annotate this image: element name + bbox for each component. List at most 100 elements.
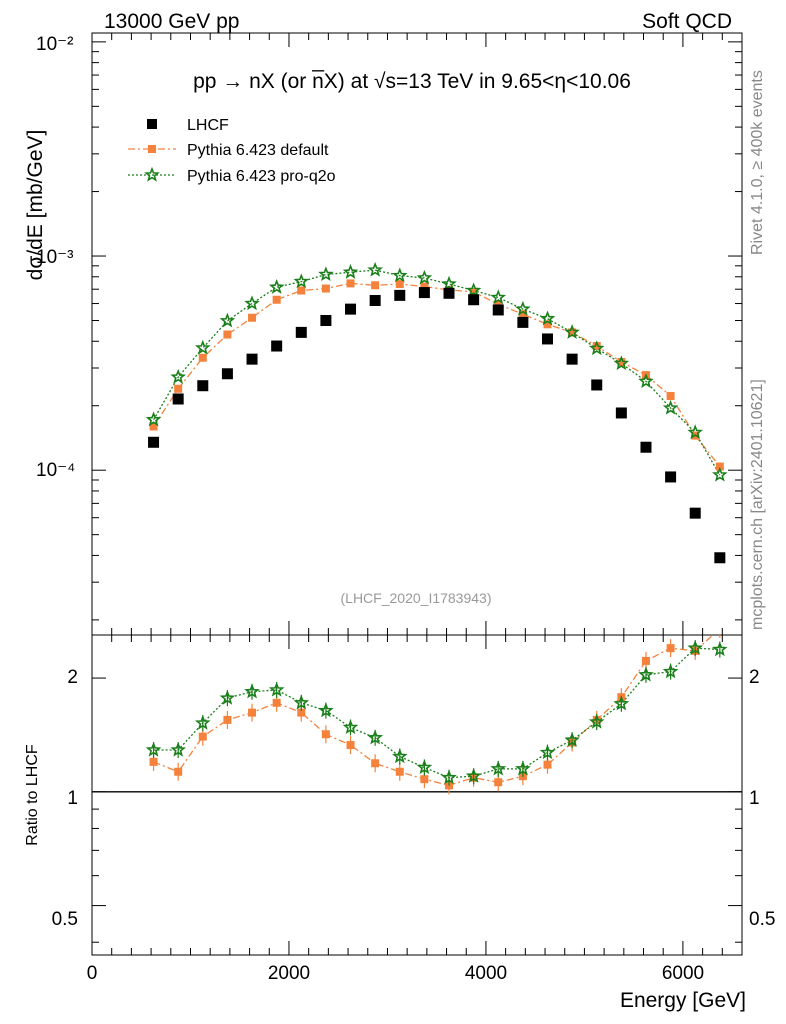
point-pro-q2o [638, 373, 654, 388]
ratio-point-pro-q2o [416, 759, 433, 775]
mcplots-label: mcplots.cern.ch [arXiv:2401.10621] [749, 379, 766, 630]
point-pro-q2o [268, 279, 285, 294]
point-pro-q2o [441, 275, 457, 291]
point-pro-q2o [687, 424, 703, 440]
ratio-point-pro-q2o [662, 663, 679, 679]
point-default [174, 384, 183, 393]
point-lhcf [714, 552, 726, 564]
point-pro-q2o [515, 300, 531, 316]
ratio-point-pro-q2o [195, 714, 211, 730]
ratio-point-pro-q2o [441, 769, 457, 785]
ratio-point-pro-q2o [465, 768, 482, 783]
point-lhcf [197, 380, 209, 392]
point-pro-q2o [564, 324, 580, 339]
point-lhcf [615, 407, 627, 419]
point-pro-q2o [465, 282, 482, 298]
ratio-point-pro-q2o [588, 713, 605, 729]
point-default [321, 284, 330, 293]
ratio-point-default [248, 708, 257, 717]
ratio-point-default [543, 760, 552, 769]
ratio-point-default [666, 644, 675, 653]
header-right: Soft QCD [642, 10, 732, 33]
point-pro-q2o [392, 267, 408, 283]
point-default [568, 328, 577, 337]
point-default [617, 358, 626, 367]
ratio-series [145, 635, 728, 795]
ratio-point-pro-q2o [367, 729, 384, 745]
point-default [494, 300, 503, 309]
point-pro-q2o [539, 310, 556, 326]
point-lhcf [492, 304, 504, 316]
point-lhcf [418, 287, 430, 299]
xtick-label-0: 0 [87, 963, 98, 984]
xtick-label-4000: 4000 [465, 963, 507, 984]
ratio-point-pro-q2o [318, 702, 334, 718]
point-default [198, 353, 207, 362]
ratio-point-pro-q2o [342, 719, 359, 735]
point-default [297, 286, 306, 295]
point-lhcf [221, 368, 233, 380]
xlabel: Energy [GeV] [620, 989, 746, 1012]
point-default [346, 279, 355, 288]
ratio-point-default [174, 767, 183, 776]
ratio-point-pro-q2o [564, 732, 580, 747]
point-pro-q2o [416, 269, 433, 285]
ratio-point-default [272, 698, 281, 707]
point-default [666, 392, 675, 401]
point-lhcf [591, 379, 603, 391]
legend-marker-pro-q2o [144, 166, 160, 182]
point-lhcf [148, 436, 160, 448]
ratio-point-default [149, 757, 158, 766]
ratio-point-pro-q2o [293, 694, 310, 710]
point-default [223, 330, 232, 339]
point-pro-q2o [490, 289, 507, 305]
ratio-line-default [153, 635, 714, 787]
point-pro-q2o [219, 312, 236, 328]
point-lhcf [369, 294, 381, 306]
xtick-label-6000: 6000 [662, 963, 704, 984]
series-line-pro-q2o [153, 269, 721, 476]
point-default [543, 320, 552, 329]
ratio-point-pro-q2o [539, 744, 556, 760]
point-lhcf [320, 314, 332, 326]
ratio-point-pro-q2o [392, 748, 408, 764]
ratio-point-default [371, 759, 380, 768]
point-lhcf [689, 507, 701, 519]
ratio-series-group [145, 635, 728, 795]
ratio-ytick-label-1: 1 [67, 788, 78, 809]
point-pro-q2o [662, 399, 679, 415]
ratio-point-default [223, 715, 232, 724]
main-axis-ticks [91, 33, 743, 635]
point-lhcf [345, 303, 357, 315]
ratio-point-default [395, 767, 404, 776]
ratio-ytick-label-right-1: 1 [749, 788, 760, 809]
point-lhcf [640, 441, 652, 453]
ratio-point-default [198, 732, 207, 741]
point-pro-q2o [145, 411, 162, 427]
legend-label-lhcf: LHCF [187, 117, 229, 134]
ratio-ytick-label-right-2: 2 [749, 667, 760, 688]
point-default [371, 281, 380, 290]
legend-label-pro-q2o: Pythia 6.423 pro-q2o [187, 168, 336, 185]
ratio-ylabel: Ratio to LHCF [24, 744, 41, 846]
point-lhcf [566, 353, 578, 365]
ratio-point-default [641, 656, 650, 665]
ratio-line-pro-q2o [153, 647, 720, 779]
point-lhcf [246, 353, 258, 365]
point-default [420, 282, 429, 291]
point-pro-q2o [613, 355, 630, 371]
point-lhcf [665, 471, 677, 483]
point-lhcf [443, 287, 455, 299]
point-default [592, 342, 601, 351]
ratio-point-pro-q2o [515, 760, 531, 776]
point-pro-q2o [318, 266, 334, 282]
ratio-point-default [321, 730, 330, 739]
legend-marker-default [148, 145, 156, 153]
series-line-default [153, 282, 721, 467]
point-lhcf [394, 289, 406, 301]
analysis-tag: (LHCF_2020_I1783943) [341, 590, 492, 606]
ratio-plot-frame [91, 634, 743, 956]
ratio-point-pro-q2o [219, 689, 236, 705]
ratio-point-pro-q2o [687, 639, 703, 655]
